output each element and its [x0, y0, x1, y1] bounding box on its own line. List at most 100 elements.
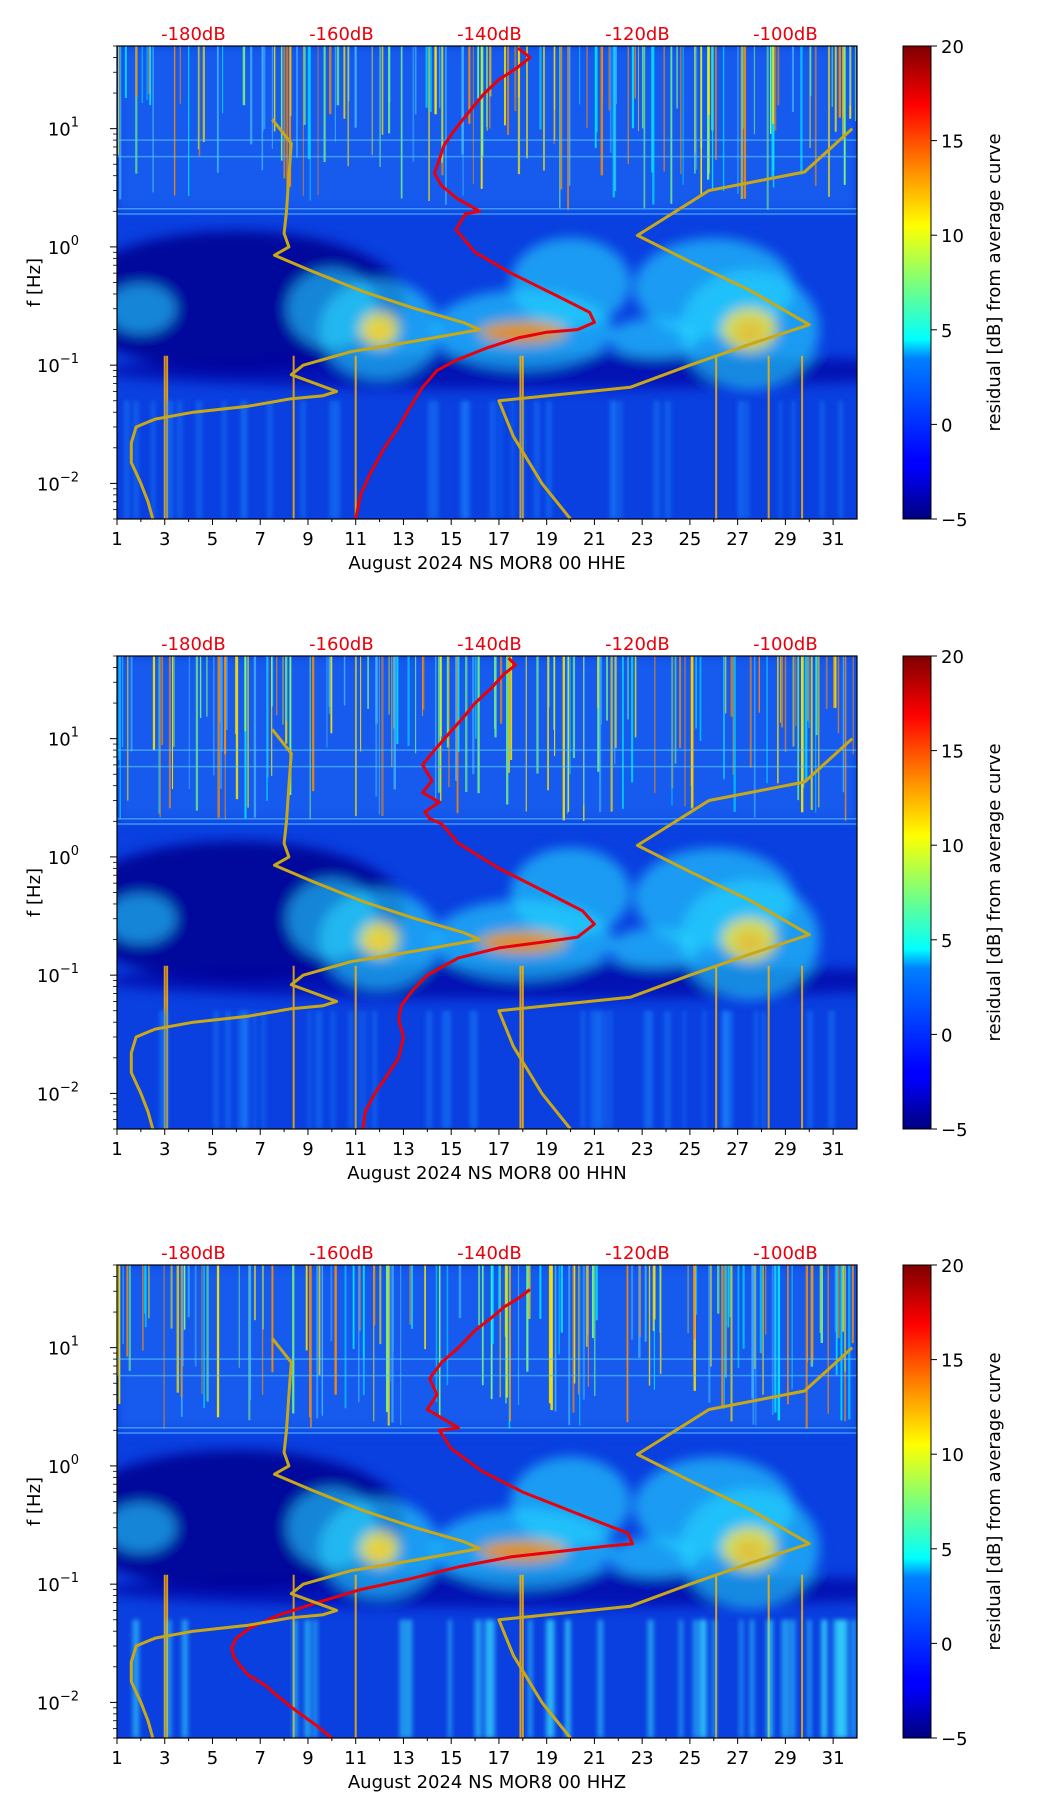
db-scale-label: -120dB	[605, 634, 670, 655]
storm-halo	[609, 927, 700, 968]
x-tick-label: 23	[631, 529, 654, 550]
colorbar-tick-label: −5	[941, 1729, 968, 1750]
db-scale-label: -160dB	[309, 24, 374, 45]
spectrogram-image	[117, 1265, 857, 1738]
db-scale-label: -160dB	[309, 634, 374, 655]
y-tick-label: 10−2	[37, 1689, 79, 1714]
colorbar-tick-label: −5	[941, 510, 968, 531]
nlnm-curve	[129, 728, 482, 1129]
x-tick-label: 3	[159, 1139, 170, 1160]
y-tick-label: 10−2	[37, 470, 79, 495]
colorbar-label: residual [dB] from average curve	[984, 743, 1005, 1041]
x-tick-label: 25	[678, 529, 701, 550]
vertical-streaks	[118, 656, 854, 1129]
colorbar-tick-label: 10	[941, 836, 964, 857]
spectrogram-image	[117, 46, 857, 519]
colorbar-label: residual [dB] from average curve	[984, 1352, 1005, 1650]
storm-halo	[117, 1502, 176, 1553]
x-axis-label: August 2024 NS MOR8 00 HHZ	[348, 1772, 626, 1793]
low-frequency-texture	[132, 1619, 856, 1738]
storm-halo	[609, 317, 700, 358]
storm-peak	[477, 1539, 568, 1564]
x-tick-label: 3	[159, 1748, 170, 1769]
colorbar-tick-label: 20	[941, 1256, 964, 1277]
colorbar-tick-label: 15	[941, 742, 964, 763]
storm-peak	[359, 921, 400, 958]
colorbar-gradient	[902, 1264, 932, 1739]
x-tick-label: 7	[254, 529, 265, 550]
y-tick-label: 101	[48, 1335, 79, 1360]
colorbar-tick-label: 10	[941, 1445, 964, 1466]
x-axis-label: August 2024 NS MOR8 00 HHE	[348, 553, 625, 574]
nlnm-curve	[129, 1337, 482, 1738]
spectrogram-texture	[117, 46, 857, 390]
colorbar: 20 15 10 5 0 −5 residual [dB] from average cur…	[902, 37, 1005, 531]
x-tick-label: 11	[344, 1748, 367, 1769]
storm-peak	[477, 320, 568, 345]
spectrogram-texture	[117, 1265, 857, 1609]
x-tick-label: 17	[487, 529, 510, 550]
y-axis-label: f [Hz]	[24, 868, 45, 917]
x-tick-label: 21	[583, 1139, 606, 1160]
x-tick-label: 23	[631, 1748, 654, 1769]
x-tick-label: 15	[440, 1139, 463, 1160]
x-tick-label: 19	[535, 529, 558, 550]
storm-halo	[117, 893, 176, 944]
x-tick-label: 19	[535, 1139, 558, 1160]
colorbar-tick-label: 15	[941, 132, 964, 153]
colorbar-tick-label: 5	[941, 931, 952, 952]
average-psd-curve	[354, 46, 596, 519]
colorbar: 20 15 10 5 0 −5 residual [dB] from average cur…	[902, 647, 1005, 1141]
x-tick-label: 5	[207, 1748, 218, 1769]
storm-halo	[510, 237, 631, 328]
x-tick-label: 3	[159, 529, 170, 550]
y-tick-label: 100	[48, 1453, 79, 1478]
db-scale-label: -180dB	[161, 24, 226, 45]
colorbar-tick-label: 20	[941, 37, 964, 58]
low-frequency-texture	[159, 1010, 835, 1129]
x-tick-label: 5	[207, 529, 218, 550]
y-tick-label: 100	[48, 844, 79, 869]
db-scale-label: -100dB	[753, 634, 818, 655]
y-axis-label: f [Hz]	[24, 1477, 45, 1526]
x-tick-label: 31	[822, 1748, 845, 1769]
db-scale-label: -100dB	[753, 1243, 818, 1264]
y-tick-label: 10−2	[37, 1080, 79, 1105]
spectrogram-image	[117, 656, 857, 1129]
storm-halo	[510, 847, 631, 938]
x-tick-label: 9	[302, 1748, 313, 1769]
nhnm-curve	[497, 1346, 854, 1738]
storm-halo	[117, 283, 176, 334]
x-tick-label: 17	[487, 1748, 510, 1769]
hf-band	[117, 656, 857, 822]
x-tick-label: 1	[111, 1139, 122, 1160]
x-tick-label: 7	[254, 1139, 265, 1160]
storm-peak	[359, 1530, 400, 1567]
db-scale-label: -160dB	[309, 1243, 374, 1264]
colorbar: 20 15 10 5 0 −5 residual [dB] from average cur…	[902, 1256, 1005, 1750]
x-tick-label: 11	[344, 529, 367, 550]
x-tick-label: 13	[392, 529, 415, 550]
y-tick-label: 10−1	[37, 1571, 79, 1596]
x-tick-label: 21	[583, 529, 606, 550]
x-tick-label: 13	[392, 1748, 415, 1769]
x-tick-label: 15	[440, 529, 463, 550]
colorbar-tick-label: 15	[941, 1351, 964, 1372]
average-psd-curve	[361, 657, 596, 1129]
x-tick-label: 7	[254, 1748, 265, 1769]
colorbar-tick-label: −5	[941, 1120, 968, 1141]
db-scale-label: -100dB	[753, 24, 818, 45]
nhnm-curve	[497, 737, 854, 1129]
colorbar-tick-label: 0	[941, 1025, 952, 1046]
y-tick-label: 100	[48, 234, 79, 259]
colorbar-tick-label: 5	[941, 321, 952, 342]
colorbar-tick-label: 10	[941, 226, 964, 247]
storm-peak	[359, 311, 400, 348]
y-tick-label: 10−1	[37, 352, 79, 377]
x-tick-label: 31	[822, 529, 845, 550]
colorbar-gradient	[902, 45, 932, 520]
y-tick-label: 10−1	[37, 962, 79, 987]
